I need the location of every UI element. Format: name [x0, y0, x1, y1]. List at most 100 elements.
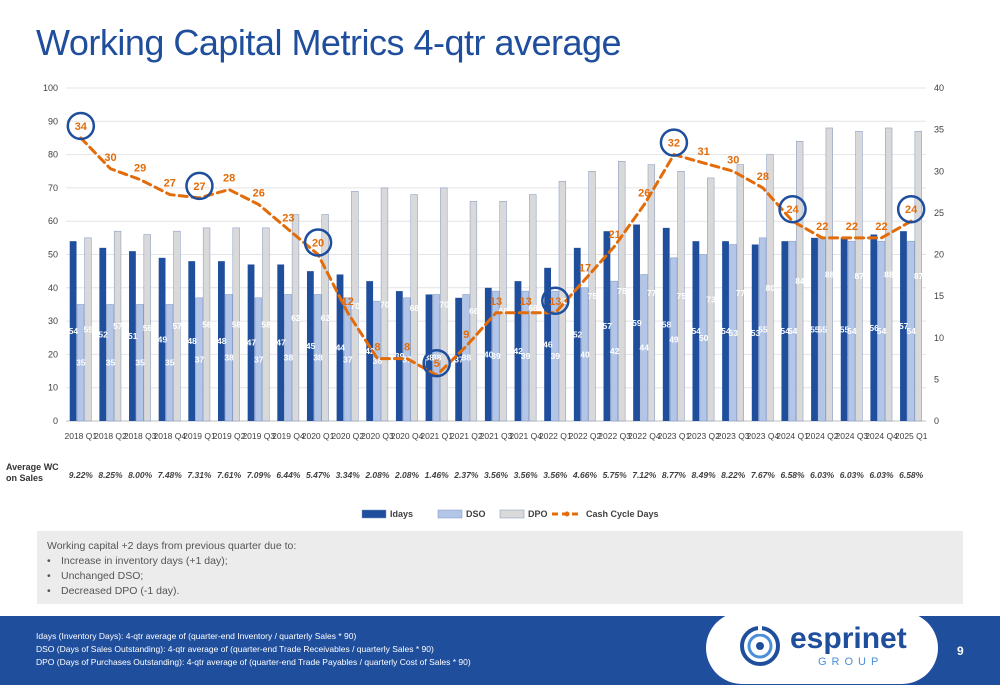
avg-wc-value: 4.66%	[572, 470, 598, 480]
dso-bar	[581, 287, 589, 422]
idays-data-label: 52	[98, 329, 108, 339]
legend-marker	[564, 511, 570, 517]
dpo-bar	[440, 187, 448, 422]
cash-cycle-data-label: 8	[374, 342, 380, 354]
dpo-data-label: 66	[469, 306, 479, 316]
dpo-bar	[855, 131, 863, 422]
dso-data-label: 35	[135, 358, 145, 368]
idays-bar	[99, 247, 107, 421]
cash-cycle-data-label: 8	[404, 342, 410, 354]
cash-cycle-data-label: 13	[490, 296, 502, 308]
dso-data-label: 44	[640, 343, 650, 353]
avg-wc-value: 3.56%	[543, 470, 568, 480]
dso-bar	[76, 304, 85, 422]
cash-cycle-data-label: 28	[223, 173, 235, 185]
y-right-tick-label: 30	[934, 166, 944, 176]
cash-cycle-data-label: 28	[757, 171, 769, 183]
x-tick-label: 2018 Q1	[65, 431, 98, 441]
idays-data-label: 48	[217, 336, 227, 346]
x-tick-label: 2023 Q2	[687, 431, 720, 441]
highlight-circle	[185, 171, 214, 201]
x-tick-label: 2022 Q2	[569, 431, 602, 441]
logo-panel: esprinet GROUP	[706, 612, 938, 684]
highlight-circle	[659, 128, 689, 157]
cash-cycle-data-label: 21	[608, 229, 620, 241]
avg-wc-value: 2.37%	[453, 470, 479, 480]
idays-bar	[425, 294, 433, 421]
dpo-bar	[766, 154, 774, 422]
idays-bar	[870, 234, 878, 421]
idays-bar	[900, 231, 907, 421]
idays-bar	[129, 251, 136, 421]
dpo-bar	[825, 127, 833, 422]
dso-data-label: 35	[165, 358, 175, 368]
idays-data-label: 47	[276, 338, 286, 348]
dpo-data-label: 75	[588, 291, 598, 301]
dso-data-label: 38	[462, 353, 472, 363]
dso-data-label: 38	[432, 353, 442, 363]
legend-swatch	[361, 509, 387, 519]
dpo-data-label: 70	[439, 299, 449, 309]
cash-cycle-data-label: 24	[786, 204, 799, 216]
dpo-bar	[351, 190, 359, 422]
avg-wc-value: 6.58%	[780, 470, 805, 480]
dso-bar	[284, 294, 292, 422]
dso-data-label: 38	[284, 353, 294, 363]
dso-bar	[610, 280, 618, 422]
idays-bar	[455, 297, 463, 421]
dpo-bar	[677, 171, 685, 422]
dso-bar	[699, 254, 707, 422]
y-left-tick-label: 30	[48, 316, 58, 326]
dso-bar	[254, 297, 263, 422]
dso-bar	[462, 294, 470, 422]
idays-data-label: 58	[662, 319, 672, 329]
idays-data-label: 54	[691, 326, 701, 336]
x-tick-label: 2020 Q2	[331, 431, 364, 441]
dso-bar	[343, 297, 352, 422]
dpo-data-label: 73	[706, 294, 716, 304]
dpo-bar	[202, 227, 211, 422]
dso-bar	[669, 257, 678, 422]
idays-bar	[158, 257, 166, 421]
definition-dso: DSO (Days of Sales Outstanding): 4-qtr a…	[36, 644, 434, 654]
x-tick-label: 2022 Q4	[628, 431, 661, 441]
dpo-data-label: 56	[202, 319, 212, 329]
dpo-data-label: 70	[380, 299, 390, 309]
legend-label: DSO	[466, 509, 486, 519]
y-left-tick-label: 10	[48, 383, 58, 393]
dpo-bar	[618, 161, 626, 422]
y-left-tick-label: 50	[48, 250, 58, 260]
dso-bar	[847, 240, 856, 422]
y-right-tick-label: 15	[934, 291, 944, 301]
y-left-tick-label: 100	[43, 83, 58, 93]
idays-data-label: 40	[484, 349, 494, 359]
cash-cycle-data-label: 26	[253, 188, 265, 200]
idays-data-label: 54	[721, 326, 731, 336]
cash-cycle-data-label: 34	[75, 121, 88, 133]
highlight-circle	[303, 228, 333, 257]
avg-wc-value: 3.56%	[514, 470, 539, 480]
idays-bar	[811, 237, 818, 421]
idays-data-label: 37	[454, 354, 464, 364]
y-right-tick-label: 10	[934, 333, 944, 343]
idays-bar	[69, 241, 77, 421]
cash-cycle-data-label: 24	[905, 204, 918, 216]
avg-wc-label-line2: on Sales	[6, 473, 44, 483]
avg-wc-value: 8.25%	[98, 470, 123, 480]
dpo-data-label: 62	[291, 313, 301, 323]
idays-data-label: 49	[158, 334, 168, 344]
dpo-data-label: 77	[736, 288, 746, 298]
cash-cycle-data-label: 30	[727, 154, 739, 166]
avg-wc-value: 8.22%	[721, 470, 746, 480]
cash-cycle-data-label: 32	[668, 138, 680, 150]
x-tick-label: 2024 Q2	[806, 431, 839, 441]
avg-wc-value: 6.03%	[810, 470, 835, 480]
x-tick-label: 2024 Q1	[776, 431, 809, 441]
dpo-bar	[321, 214, 329, 422]
dpo-bar	[884, 127, 893, 422]
cash-cycle-data-label: 26	[638, 188, 650, 200]
avg-wc-value: 2.08%	[364, 470, 390, 480]
dso-data-label: 39	[491, 351, 501, 361]
dpo-data-label: 87	[914, 271, 924, 281]
